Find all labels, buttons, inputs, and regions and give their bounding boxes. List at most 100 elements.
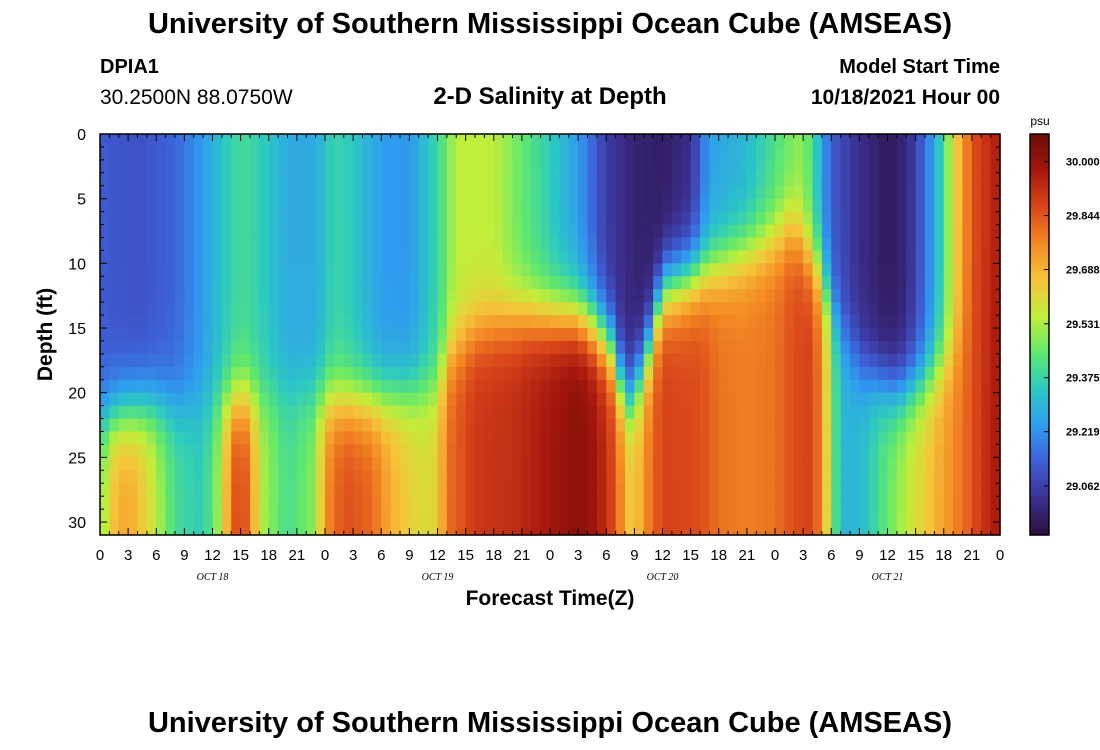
heatmap-cell [559,366,570,381]
heatmap-cell [475,185,485,200]
heatmap-cell [934,185,945,200]
heatmap-cell [400,146,410,161]
heatmap-cell [100,509,110,523]
heatmap-cell [587,522,598,536]
heatmap-cell [381,496,392,510]
heatmap-cell [353,366,364,381]
heatmap-cell [409,353,420,368]
heatmap-cell [231,418,242,433]
heatmap-cell [250,276,260,290]
heatmap-cell [868,198,879,213]
heatmap-cell [137,263,148,277]
heatmap-cell [746,146,757,161]
heatmap-cell [859,289,870,303]
heatmap-cell [128,263,139,277]
heatmap-cell [306,198,317,213]
heatmap-cell [934,379,945,394]
heatmap-cell [925,224,935,239]
heatmap-cell [887,470,898,484]
heatmap-cell [662,159,673,174]
heatmap-cell [793,315,804,329]
heatmap-cell [446,289,457,303]
colorbar-tick-label: 29.062 [1066,481,1100,493]
day-label: OCT 21 [872,572,904,583]
heatmap-cell [465,379,476,394]
heatmap-cell [859,379,870,394]
heatmap-cell [118,444,129,458]
heatmap-cell [531,392,542,407]
heatmap-cell [850,328,860,342]
heatmap-cell [981,483,992,497]
heatmap-cell [456,418,467,433]
heatmap-cell [521,302,532,316]
heatmap-cell [221,237,232,252]
heatmap-cell [475,444,485,458]
heatmap-cell [371,328,382,342]
heatmap-cell [540,237,551,252]
heatmap-cell [456,237,467,252]
heatmap-cell [100,405,110,420]
heatmap-cell [765,315,776,329]
heatmap-cell [475,211,485,226]
heatmap-cell [615,444,626,458]
heatmap-cell [728,263,739,277]
heatmap-cell [475,302,485,316]
heatmap-cell [550,457,560,471]
heatmap-cell [353,134,364,148]
heatmap-cell [306,340,317,355]
heatmap-cell [681,211,692,226]
heatmap-cell [887,431,898,446]
heatmap-cell [437,198,448,213]
heatmap-cell [465,431,476,446]
heatmap-cell [821,366,832,381]
heatmap-cell [306,353,317,368]
heatmap-cell [296,146,307,161]
heatmap-cell [671,237,682,252]
heatmap-cell [128,146,139,161]
heatmap-cell [925,250,935,264]
heatmap-cell [184,470,195,484]
heatmap-cell [662,237,673,252]
heatmap-cell [325,431,335,446]
heatmap-cell [278,134,289,148]
heatmap-cell [175,353,185,368]
heatmap-cell [840,328,851,342]
heatmap-cell [681,522,692,536]
heatmap-cell [156,431,167,446]
heatmap-cell [634,431,645,446]
heatmap-cell [409,172,420,187]
heatmap-cell [625,405,635,420]
heatmap-cell [465,405,476,420]
heatmap-cell [971,418,982,433]
heatmap-cell [812,185,823,200]
heatmap-cell [831,431,842,446]
heatmap-cell [390,457,401,471]
heatmap-cell [484,379,495,394]
heatmap-cell [287,250,298,264]
heatmap-cell [925,340,935,355]
heatmap-cell [503,431,514,446]
x-axis: 0 3 6 9 12 15 18 21 0 3 6 9 12 15 18 21 0 3 6 9 12 15 18 21 0 3 6 9… [96,134,1004,583]
heatmap-cell [296,302,307,316]
heatmap-cell [531,263,542,277]
heatmap-cell [334,340,345,355]
heatmap-cell [334,328,345,342]
heatmap-cell [925,353,935,368]
heatmap-cell [887,159,898,174]
heatmap-cell [840,496,851,510]
heatmap-cell [259,509,270,523]
heatmap-cell [400,185,410,200]
heatmap-cell [606,457,617,471]
heatmap-cell [325,353,335,368]
heatmap-cell [212,237,223,252]
heatmap-cell [325,237,335,252]
heatmap-cell [784,457,795,471]
heatmap-cell [503,353,514,368]
heatmap-cell [446,379,457,394]
heatmap-cell [896,340,907,355]
heatmap-cell [540,185,551,200]
heatmap-cell [671,379,682,394]
heatmap-cell [484,263,495,277]
heatmap-cell [203,172,214,187]
heatmap-cell [109,366,120,381]
